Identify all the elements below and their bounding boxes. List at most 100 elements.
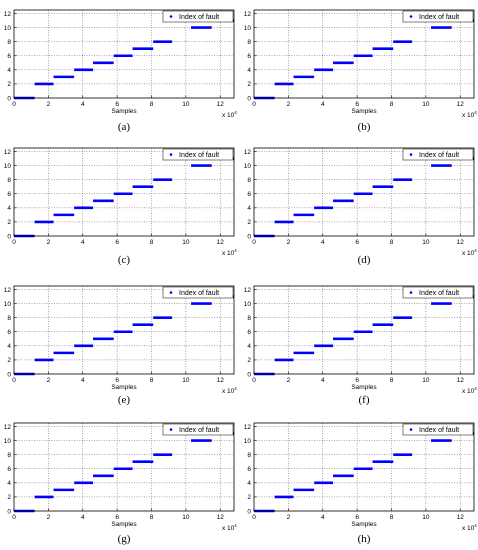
- x-tick-label: 10: [422, 101, 430, 108]
- y-tick-label: 0: [7, 95, 11, 102]
- y-tick-label: 10: [4, 301, 12, 308]
- y-tick-label: 10: [4, 163, 12, 170]
- legend-label: Index of fault: [419, 14, 459, 21]
- panel-caption: (f): [359, 394, 370, 406]
- x-tick-label: 2: [47, 514, 51, 521]
- y-tick-label: 4: [7, 67, 11, 74]
- x-tick-label: 12: [217, 377, 225, 384]
- y-tick-label: 6: [247, 329, 251, 336]
- y-tick-label: 6: [7, 191, 11, 198]
- y-tick-label: 2: [7, 357, 11, 364]
- x-tick-label: 8: [390, 377, 394, 384]
- y-tick-label: 10: [244, 163, 252, 170]
- x-tick-label: 0: [252, 101, 256, 108]
- legend-box: [402, 10, 474, 23]
- panel-caption: (a): [118, 121, 131, 133]
- x-tick-label: 8: [390, 101, 394, 108]
- x-axis-label: Samples: [111, 521, 137, 528]
- x-tick-label: 6: [115, 377, 119, 384]
- y-tick-label: 4: [247, 205, 251, 212]
- legend-label: Index of fault: [419, 290, 459, 297]
- y-tick-label: 0: [247, 371, 251, 378]
- x-axis-multiplier-exponent: 4: [474, 386, 477, 391]
- legend-label: Index of fault: [419, 427, 459, 434]
- legend-marker: [409, 15, 413, 18]
- x-axis-multiplier: x 104: [462, 248, 477, 257]
- x-tick-label: 10: [422, 239, 430, 246]
- y-tick-label: 6: [7, 466, 11, 473]
- x-tick-label: 2: [287, 239, 291, 246]
- y-tick-label: 2: [247, 81, 251, 88]
- x-tick-label: 0: [252, 239, 256, 246]
- x-tick-label: 2: [287, 377, 291, 384]
- y-tick-label: 6: [247, 466, 251, 473]
- x-tick-label: 10: [422, 377, 430, 384]
- x-tick-label: 2: [287, 101, 291, 108]
- x-tick-label: 4: [81, 239, 85, 246]
- x-tick-label: 4: [81, 377, 85, 384]
- x-axis-multiplier-base: x 10: [222, 525, 235, 532]
- x-axis-multiplier-base: x 10: [462, 250, 475, 257]
- x-axis-multiplier-exponent: 4: [474, 110, 477, 115]
- x-axis-multiplier-exponent: 4: [234, 110, 237, 115]
- axes-frame: [253, 9, 475, 99]
- legend-box: [162, 423, 234, 436]
- panel-caption: (h): [358, 533, 371, 545]
- x-tick-label: 6: [355, 101, 359, 108]
- x-axis-multiplier-exponent: 4: [234, 248, 237, 253]
- y-tick-label: 6: [247, 191, 251, 198]
- x-axis-multiplier: x 104: [462, 523, 477, 532]
- y-tick-label: 8: [247, 39, 251, 46]
- panel-caption: (g): [118, 533, 131, 545]
- x-tick-label: 0: [12, 377, 16, 384]
- x-tick-label: 10: [182, 514, 190, 521]
- y-tick-label: 6: [247, 53, 251, 60]
- x-tick-label: 12: [217, 514, 225, 521]
- x-axis-multiplier-exponent: 4: [474, 523, 477, 528]
- y-tick-label: 12: [4, 11, 12, 18]
- x-tick-label: 6: [355, 514, 359, 521]
- x-tick-label: 12: [457, 101, 465, 108]
- y-tick-label: 4: [247, 67, 251, 74]
- y-tick-label: 0: [7, 508, 11, 515]
- panel-caption: (c): [118, 254, 131, 266]
- y-tick-label: 2: [7, 81, 11, 88]
- x-axis-label: Samples: [111, 108, 137, 115]
- legend-box: [162, 286, 234, 299]
- y-tick-label: 12: [244, 424, 252, 431]
- y-tick-label: 2: [247, 219, 251, 226]
- y-tick-label: 4: [7, 480, 11, 487]
- legend-marker: [169, 15, 173, 18]
- x-tick-label: 8: [150, 377, 154, 384]
- x-tick-label: 8: [150, 239, 154, 246]
- x-axis-multiplier-base: x 10: [462, 388, 475, 395]
- x-tick-label: 2: [47, 377, 51, 384]
- y-tick-label: 4: [247, 480, 251, 487]
- legend-box: [162, 148, 234, 161]
- x-tick-label: 0: [12, 101, 16, 108]
- y-tick-label: 0: [247, 95, 251, 102]
- y-tick-label: 2: [247, 357, 251, 364]
- y-tick-label: 10: [244, 25, 252, 32]
- x-tick-label: 6: [355, 377, 359, 384]
- x-tick-label: 10: [182, 101, 190, 108]
- x-tick-label: 12: [217, 101, 225, 108]
- x-axis-multiplier: x 104: [222, 110, 237, 119]
- y-tick-label: 10: [4, 25, 12, 32]
- legend-label: Index of fault: [419, 152, 459, 159]
- x-axis-label: Samples: [351, 521, 377, 528]
- panel-caption: (b): [358, 121, 371, 133]
- y-tick-label: 12: [4, 149, 12, 156]
- x-tick-label: 0: [252, 377, 256, 384]
- x-axis-multiplier-exponent: 4: [234, 386, 237, 391]
- legend-label: Index of fault: [179, 427, 219, 434]
- x-tick-label: 2: [47, 101, 51, 108]
- y-tick-label: 12: [4, 424, 12, 431]
- y-tick-label: 4: [7, 205, 11, 212]
